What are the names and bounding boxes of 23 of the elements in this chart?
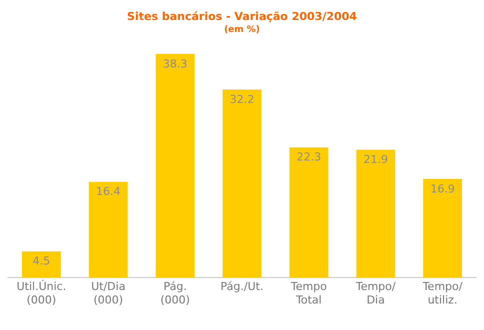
bar — [356, 150, 396, 278]
bar — [88, 182, 128, 278]
chart-subtitle: (em %) — [223, 25, 261, 35]
data-label: 16.4 — [96, 185, 121, 198]
x-tick-label: Pág./Ut. — [220, 280, 264, 294]
bar — [289, 147, 328, 278]
data-label: 22.3 — [296, 150, 322, 164]
x-tick-label: Util.Únic. (000) — [16, 279, 66, 306]
x-tick-label: Ut/Dia (000) — [91, 280, 126, 306]
x-tick-label: Tempo Total — [290, 280, 328, 306]
data-label: 21.9 — [363, 153, 388, 166]
data-label: 16.9 — [430, 182, 455, 196]
bar — [156, 54, 195, 278]
bar — [222, 90, 262, 278]
bar — [423, 178, 462, 278]
x-tick-label: Tempo/ utiliz. — [422, 280, 463, 306]
x-tick-label: Tempo/ Dia — [354, 280, 396, 306]
x-tick-label: Pág. (000) — [160, 280, 190, 306]
data-label: 38.3 — [162, 57, 188, 70]
data-label: 32.2 — [230, 92, 254, 106]
data-label: 4.5 — [32, 254, 50, 268]
chart-title: Sites bancários - Variação 2003/2004 — [126, 10, 358, 23]
bar — [22, 251, 61, 278]
